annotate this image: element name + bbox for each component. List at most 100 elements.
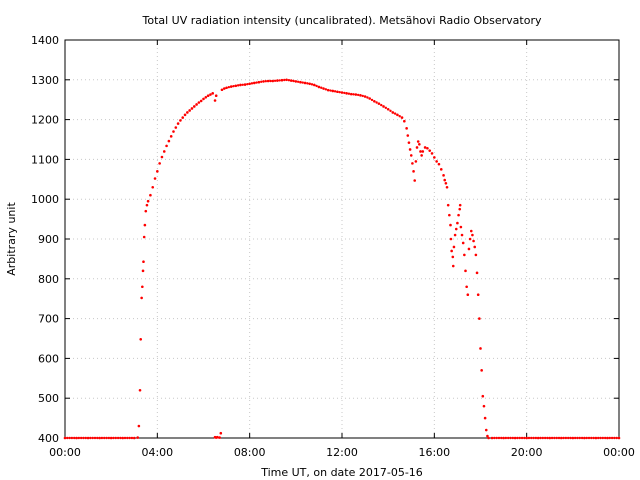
data-point [416,140,420,143]
data-point [160,155,164,159]
y-tick-label: 900 [38,233,59,246]
data-point [213,99,217,102]
data-point [156,170,159,173]
data-point [86,436,90,440]
data-point [457,213,460,217]
data-point [536,436,540,440]
data-point-fill [310,83,314,86]
data-point [142,235,146,239]
data-point-fill [590,436,593,440]
data-point-fill [380,103,383,107]
data-point [368,97,372,100]
data-point [400,116,404,119]
y-tick-label: 800 [38,273,59,286]
data-point [465,285,468,289]
data-point-fill [541,436,545,440]
y-tick-label: 700 [38,313,59,326]
data-point [473,245,477,249]
data-point [482,404,486,408]
data-point [349,92,353,96]
data-point-fill [343,91,346,95]
data-point [132,436,136,440]
x-tick-label: 16:00 [418,446,450,459]
data-point [219,431,223,435]
data-point-fill [567,436,570,440]
data-point-fill [333,90,337,93]
data-point [248,82,251,86]
data-point-fill [564,436,568,440]
data-point [137,424,141,428]
data-point [225,86,228,90]
x-tick-label: 08:00 [234,446,266,459]
data-point [336,90,339,94]
data-point [472,239,475,243]
data-point [474,253,478,257]
data-point [469,229,473,233]
data-point [75,436,78,440]
data-point [197,101,201,104]
data-point [449,223,452,227]
data-point [195,103,198,106]
data-point [459,225,463,229]
data-point [266,79,270,83]
data-point [151,185,155,189]
data-point [214,94,218,98]
data-point [396,113,399,117]
data-point [172,130,175,133]
y-tick-label: 1200 [31,114,59,127]
data-point [583,436,586,440]
x-tick-label: 04:00 [141,446,173,459]
data-point [479,347,482,350]
data-point [490,436,494,440]
grid-lines [64,39,620,439]
data-point-fill [497,436,501,440]
data-point [276,79,279,82]
data-point [513,436,517,440]
data-point-fill [79,436,83,440]
data-point-fill [105,436,108,440]
data-point [326,88,330,92]
data-point [478,317,481,320]
data-point-fill [347,92,351,95]
data-point-fill [389,109,392,113]
data-point-fill [96,436,99,440]
data-point-fill [613,436,616,440]
data-point-fill [103,436,106,440]
data-point [594,436,598,440]
data-point [433,156,436,159]
data-point [145,203,149,207]
data-point [421,150,425,153]
data-point-fill [520,436,524,440]
data-point-fill [580,436,584,440]
data-point-fill [562,436,565,440]
data-point [476,293,480,297]
data-point-fill [393,112,397,115]
data-point [98,436,101,440]
data-point-fill [269,79,272,83]
data-point [146,199,150,203]
data-point [391,111,395,114]
data-point [63,436,67,440]
data-point-fill [320,86,323,89]
data-point [373,99,376,103]
data-point-fill [236,84,240,87]
data-point [289,79,293,82]
data-point [471,233,474,237]
data-point [174,126,178,129]
data-point [206,94,210,98]
data-point [143,223,147,227]
data-point-fill [68,436,71,440]
data-point-fill [610,436,614,440]
data-point-fill [573,436,577,440]
data-point-fill [126,436,129,440]
data-point-fill [264,79,268,83]
data-point [548,436,552,440]
data-point [181,116,185,119]
data-point [475,271,479,275]
data-point [363,95,367,98]
data-point [382,105,385,108]
data-point-fill [246,82,249,86]
data-point-fill [356,93,360,97]
y-tick-label: 1300 [31,74,59,87]
data-point-fill [599,436,602,440]
